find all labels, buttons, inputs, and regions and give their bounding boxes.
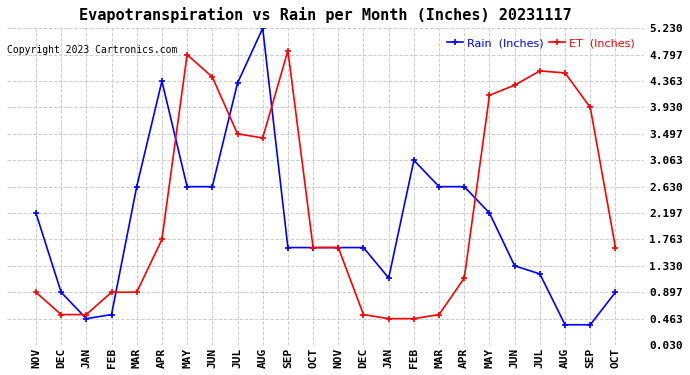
Rain  (Inches) [108,312,116,317]
ET  (Inches) [485,93,493,98]
ET  (Inches) [259,136,267,140]
ET  (Inches) [208,75,217,79]
ET  (Inches) [460,276,469,280]
ET  (Inches) [132,290,141,294]
ET  (Inches) [158,237,166,242]
Rain  (Inches) [82,316,90,321]
ET  (Inches) [611,245,620,250]
Rain  (Inches) [284,245,292,250]
ET  (Inches) [183,53,191,57]
Rain  (Inches) [611,290,620,294]
Rain  (Inches) [309,245,317,250]
Rain  (Inches) [32,211,40,215]
Rain  (Inches) [158,79,166,83]
ET  (Inches) [561,70,569,75]
ET  (Inches) [32,290,40,294]
ET  (Inches) [233,132,242,136]
Rain  (Inches) [535,272,544,276]
Line: Rain  (Inches): Rain (Inches) [32,25,619,328]
ET  (Inches) [511,83,519,87]
Line: ET  (Inches): ET (Inches) [32,47,619,322]
ET  (Inches) [82,312,90,317]
Rain  (Inches) [435,184,443,189]
ET  (Inches) [309,245,317,250]
ET  (Inches) [384,316,393,321]
ET  (Inches) [108,290,116,294]
Rain  (Inches) [233,81,242,86]
Rain  (Inches) [57,290,66,294]
Legend: Rain  (Inches), ET  (Inches): Rain (Inches), ET (Inches) [442,34,639,53]
Rain  (Inches) [259,26,267,30]
ET  (Inches) [359,312,368,317]
Rain  (Inches) [410,158,418,162]
Rain  (Inches) [359,245,368,250]
ET  (Inches) [284,48,292,53]
Rain  (Inches) [561,322,569,327]
ET  (Inches) [57,312,66,317]
Rain  (Inches) [132,184,141,189]
Rain  (Inches) [384,276,393,280]
Rain  (Inches) [183,184,191,189]
ET  (Inches) [410,316,418,321]
Rain  (Inches) [460,184,469,189]
Rain  (Inches) [485,211,493,215]
ET  (Inches) [586,105,594,110]
Rain  (Inches) [334,245,342,250]
Rain  (Inches) [511,264,519,268]
Rain  (Inches) [586,322,594,327]
Text: Copyright 2023 Cartronics.com: Copyright 2023 Cartronics.com [7,45,177,55]
Rain  (Inches) [208,184,217,189]
ET  (Inches) [535,69,544,73]
ET  (Inches) [435,312,443,317]
ET  (Inches) [334,245,342,250]
Title: Evapotranspiration vs Rain per Month (Inches) 20231117: Evapotranspiration vs Rain per Month (In… [79,7,572,23]
